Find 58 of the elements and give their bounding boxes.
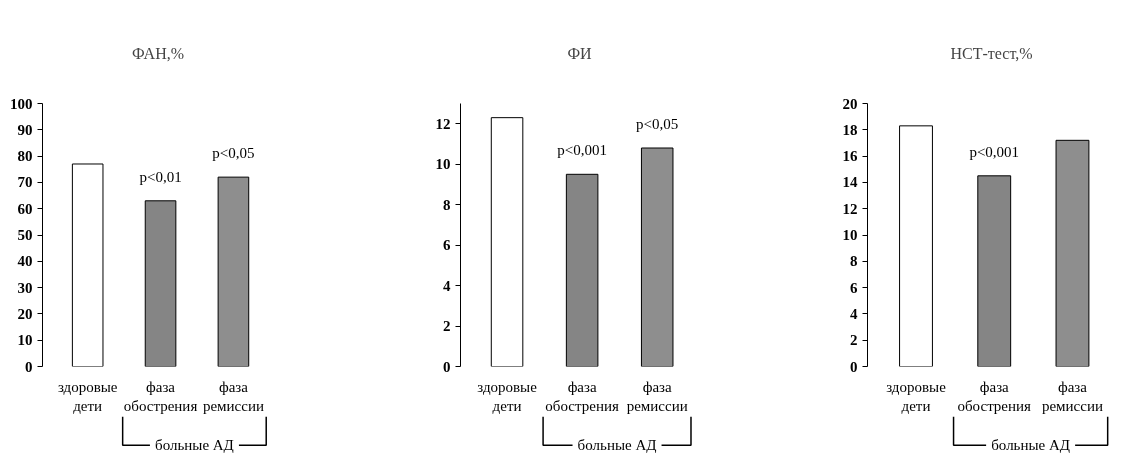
- y-tick-label: 2: [850, 332, 858, 349]
- text: больные АД: [991, 437, 1071, 454]
- annotation: p<0,01: [139, 168, 182, 185]
- y-tick-label: 10: [17, 332, 33, 349]
- bar: [144, 200, 177, 367]
- y-tick-label: 0: [25, 358, 33, 375]
- y-tick-label: 10: [842, 227, 858, 243]
- y-tick-label: 0: [850, 358, 858, 375]
- text: больные АД: [155, 437, 234, 454]
- y-tick-label: 18: [842, 121, 858, 138]
- y-tick-label: 4: [850, 305, 858, 322]
- bar: [899, 125, 933, 367]
- y-tick-label: 50: [17, 227, 33, 243]
- chart-title: НСТ-тест,%: [950, 44, 1033, 62]
- y-tick-label: 12: [842, 200, 858, 217]
- chart-title: ФИ: [567, 44, 593, 62]
- x-tick-label: здоровые дети: [886, 378, 947, 414]
- y-tick-label: 10: [435, 156, 451, 173]
- bar: [1055, 139, 1090, 367]
- bar: [977, 175, 1012, 367]
- x-tick-label: здоровые дети: [477, 378, 538, 414]
- y-tick-label: 6: [443, 237, 451, 254]
- y-tick-label: 14: [842, 174, 858, 191]
- y-tick-label: 40: [17, 253, 33, 270]
- bar: [565, 173, 599, 367]
- y-tick-label: 90: [17, 121, 33, 138]
- y-tick-label: 20: [17, 305, 33, 322]
- y-tick-label: 6: [850, 279, 858, 296]
- bar: [217, 176, 250, 367]
- bar: [490, 117, 524, 367]
- text: больные АД: [577, 437, 657, 454]
- y-tick-label: 80: [17, 148, 33, 165]
- annotation: p<0,001: [557, 142, 607, 159]
- y-tick-label: 16: [842, 148, 858, 165]
- annotation: p<0,05: [636, 116, 679, 133]
- bar: [71, 163, 104, 367]
- y-tick-label: 12: [435, 115, 451, 132]
- x-tick-label: фаза обострения: [957, 378, 1032, 414]
- y-tick-label: 60: [17, 200, 33, 217]
- y-tick-label: 8: [443, 196, 451, 213]
- y-tick-label: 30: [17, 279, 33, 296]
- y-tick-label: 70: [17, 174, 33, 191]
- x-tick-label: фаза ремиссии: [202, 378, 264, 414]
- y-tick-label: 100: [10, 95, 33, 112]
- x-tick-label: фаза обострения: [123, 378, 198, 414]
- y-tick-label: 4: [443, 277, 451, 294]
- x-tick-label: здоровые дети: [57, 378, 118, 414]
- y-tick-label: 2: [443, 318, 451, 335]
- annotation: p<0,05: [212, 145, 255, 162]
- annotation: p<0,001: [969, 143, 1020, 160]
- y-tick-label: 8: [850, 253, 858, 270]
- y-tick-label: 0: [443, 358, 451, 375]
- chart-title: ФАН,%: [131, 44, 185, 62]
- x-tick-label: фаза ремиссии: [1041, 378, 1104, 414]
- x-tick-label: фаза ремиссии: [626, 378, 688, 414]
- x-tick-label: фаза обострения: [545, 378, 619, 414]
- y-tick-label: 20: [842, 95, 858, 112]
- bar: [640, 147, 674, 367]
